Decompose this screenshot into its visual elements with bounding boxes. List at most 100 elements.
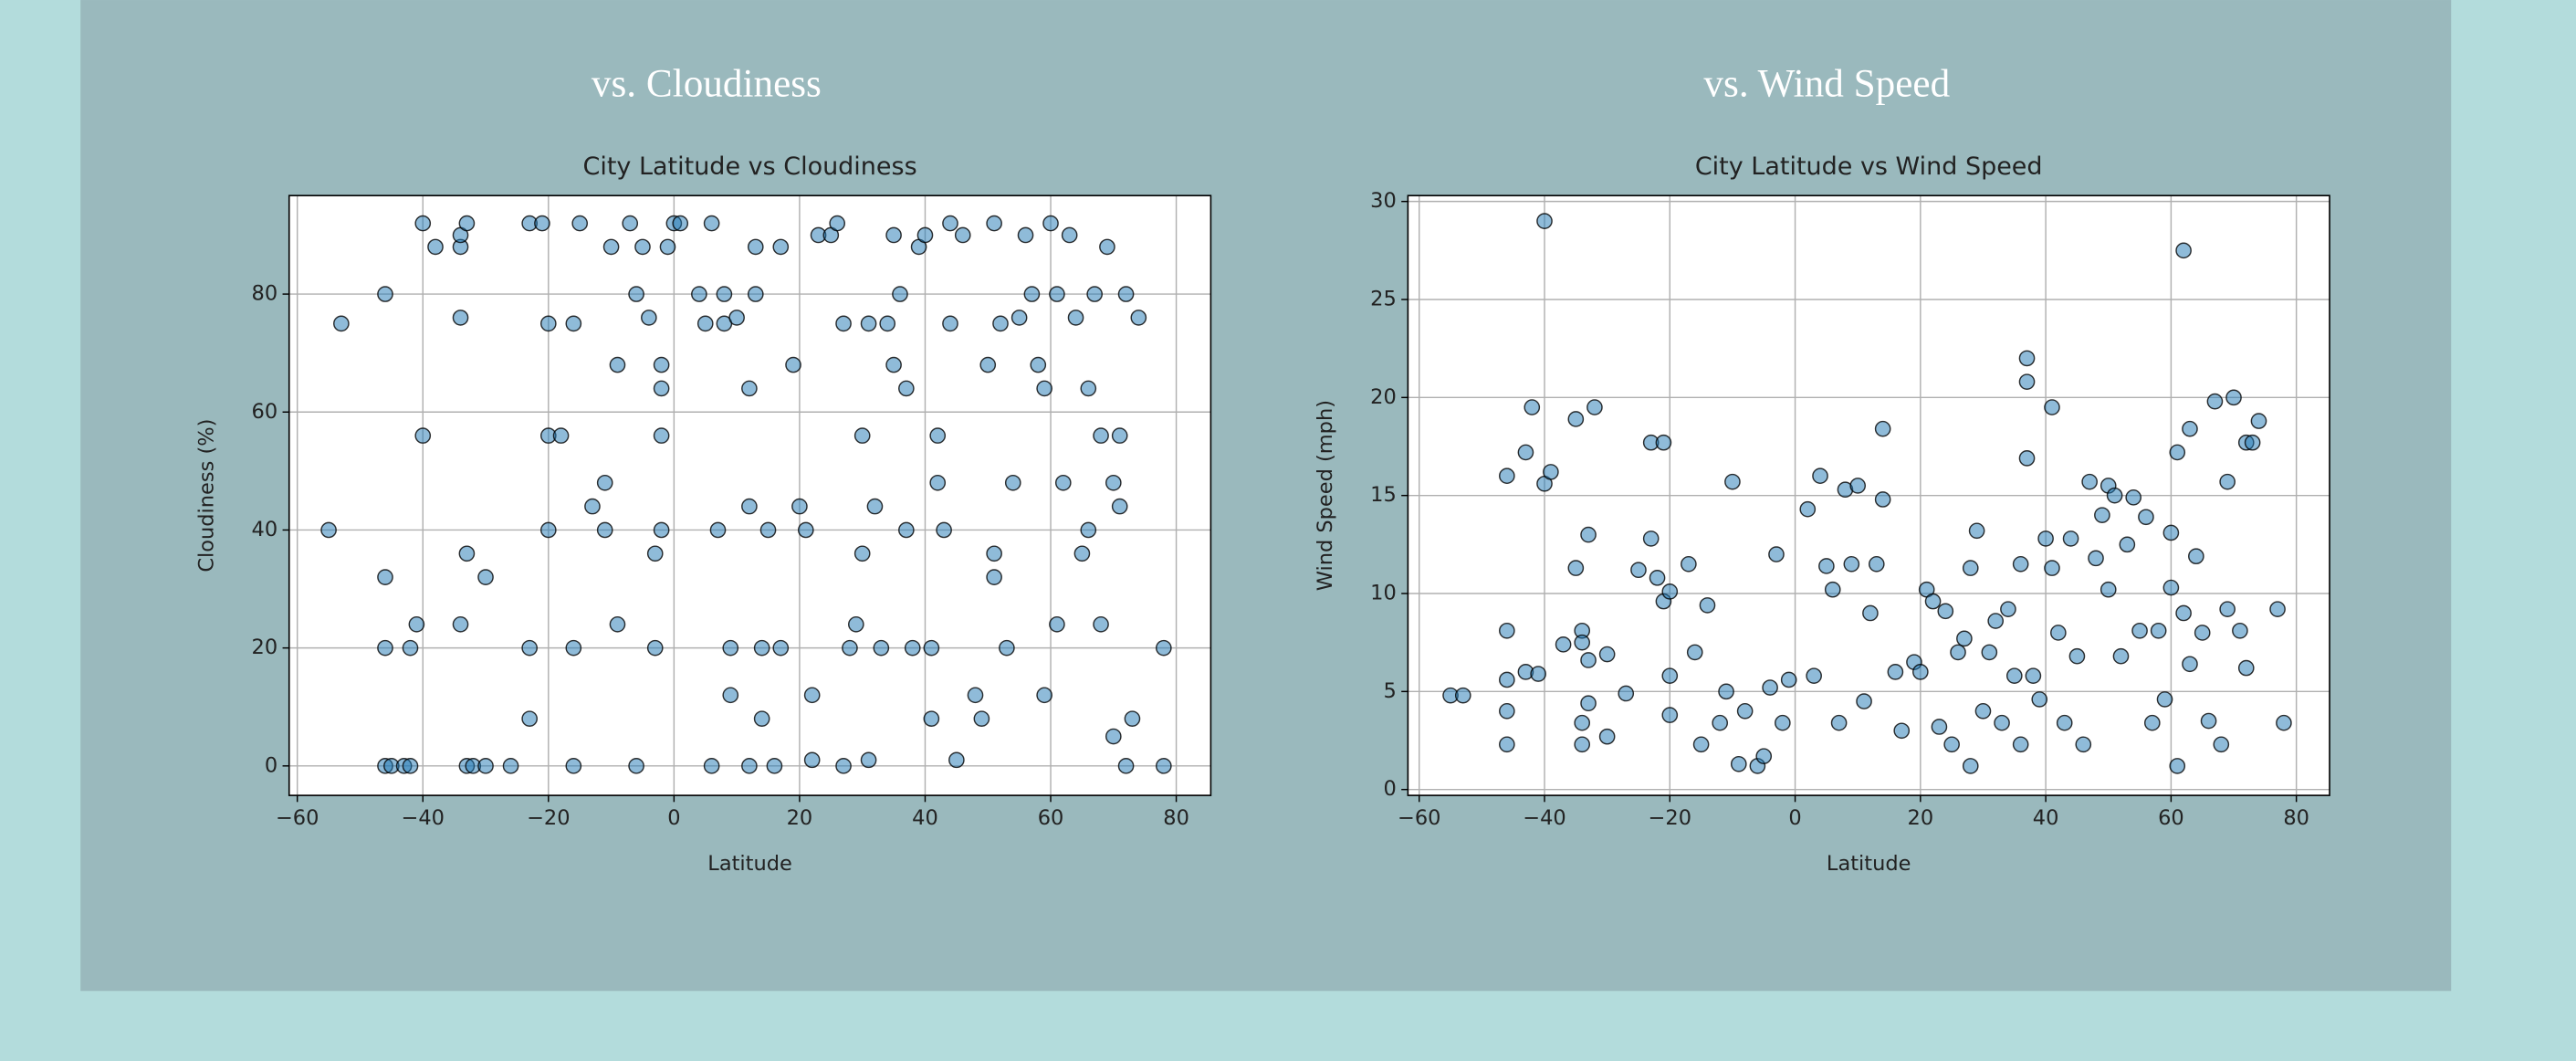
point: [414, 427, 432, 444]
y-tick-label: 20: [1370, 385, 1397, 409]
point: [753, 710, 770, 727]
point: [948, 751, 965, 769]
point: [1730, 755, 1747, 772]
x-tick-label: 20: [787, 806, 813, 830]
point: [2138, 509, 2154, 526]
point: [1105, 474, 1122, 491]
point: [2131, 622, 2148, 639]
point: [1755, 748, 1773, 765]
point: [1824, 581, 1841, 598]
point: [622, 215, 639, 232]
point: [703, 758, 720, 774]
point: [942, 215, 958, 232]
point: [747, 286, 764, 302]
point: [2088, 550, 2104, 567]
point: [584, 498, 601, 515]
point: [1868, 555, 1885, 573]
point: [402, 639, 419, 657]
point: [2150, 622, 2167, 639]
x-tick-label: −20: [1649, 806, 1691, 830]
point: [1686, 644, 1703, 661]
plot-frame: [1407, 194, 2330, 796]
point: [402, 758, 419, 774]
point: [999, 639, 1015, 657]
point: [1499, 467, 1515, 485]
point: [1775, 714, 1791, 731]
point: [1661, 583, 1679, 600]
point: [1061, 226, 1078, 244]
point: [2175, 242, 2192, 259]
point: [408, 615, 425, 633]
point: [1618, 685, 1635, 702]
point: [458, 215, 476, 232]
point: [1994, 714, 2010, 731]
point: [1130, 310, 1147, 326]
point: [892, 286, 908, 302]
point: [2075, 736, 2092, 753]
point: [1661, 707, 1679, 723]
point: [986, 569, 1002, 585]
point: [1042, 215, 1059, 232]
point: [2182, 420, 2198, 437]
point: [741, 380, 758, 397]
point: [1567, 560, 1585, 576]
point: [477, 758, 494, 774]
point: [1762, 679, 1778, 696]
point: [458, 545, 476, 562]
point: [2068, 647, 2086, 665]
point: [772, 238, 790, 256]
point: [1887, 664, 1904, 680]
point: [696, 315, 714, 332]
point: [942, 315, 958, 332]
y-tick-label: 0: [265, 753, 277, 777]
point: [1912, 664, 1929, 680]
point: [539, 315, 557, 332]
point: [866, 498, 884, 515]
point: [2162, 524, 2180, 541]
point: [2018, 350, 2036, 367]
point: [1598, 646, 1616, 663]
point: [1004, 474, 1021, 491]
point: [1943, 736, 1960, 753]
point: [1580, 526, 1597, 543]
point: [1117, 286, 1135, 302]
point: [979, 356, 997, 373]
x-tick-label: 0: [667, 806, 680, 830]
point: [1987, 613, 2005, 629]
point: [565, 639, 582, 657]
point: [722, 687, 739, 704]
point: [716, 286, 733, 302]
point: [1036, 380, 1052, 397]
point: [565, 758, 582, 774]
point: [2005, 667, 2023, 684]
point: [1499, 702, 1515, 720]
point: [1699, 597, 1716, 614]
point: [1830, 714, 1848, 731]
x-tick-label: 40: [912, 806, 938, 830]
point: [1962, 560, 1979, 576]
point: [2062, 530, 2079, 547]
point: [452, 310, 469, 326]
point: [1843, 555, 1860, 573]
point: [986, 215, 1002, 232]
y-tick-label: 60: [252, 400, 278, 424]
point: [860, 751, 877, 769]
point: [1023, 286, 1041, 302]
point: [1574, 714, 1591, 731]
point: [1736, 702, 1754, 720]
point: [1630, 562, 1647, 579]
point: [1555, 636, 1572, 653]
point: [898, 521, 915, 539]
point: [521, 639, 538, 657]
point: [1968, 522, 1985, 540]
point: [628, 286, 644, 302]
point: [1049, 615, 1065, 633]
point: [728, 310, 745, 326]
point: [2206, 393, 2224, 410]
point: [609, 356, 626, 373]
y-tick-label: 10: [1370, 582, 1397, 605]
point: [835, 758, 852, 774]
point: [2094, 507, 2110, 523]
point: [646, 639, 664, 657]
point: [2237, 659, 2255, 677]
